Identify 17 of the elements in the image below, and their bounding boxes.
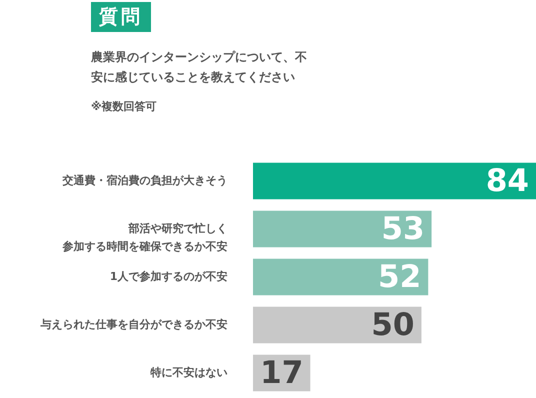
bar <box>253 162 536 200</box>
data-label: 50 <box>371 307 414 343</box>
y-tick-label: 1人で参加するのが不安 <box>110 270 228 283</box>
bar <box>253 210 432 248</box>
y-tick-label: 与えられた仕事を自分ができるか不安 <box>40 318 228 331</box>
y-tick-label: 特に不安はない <box>150 366 228 379</box>
data-label: 53 <box>381 211 425 247</box>
bar <box>253 306 422 344</box>
bar <box>253 258 428 296</box>
chart-title: 農業界のインターンシップについて、不安に感じていることを教えてください <box>91 49 308 86</box>
data-label: 17 <box>260 355 304 391</box>
text: ※複数回答可 <box>91 99 157 114</box>
data-label: 52 <box>378 259 422 295</box>
data-label: 84 <box>486 163 529 199</box>
text: 質問 <box>91 2 151 32</box>
y-tick-label: 交通費・宿泊費の負担が大きそう <box>62 174 228 187</box>
y-tick-label: 部活や研究で忙しく参加する時間を確保できるか不安 <box>62 222 228 253</box>
